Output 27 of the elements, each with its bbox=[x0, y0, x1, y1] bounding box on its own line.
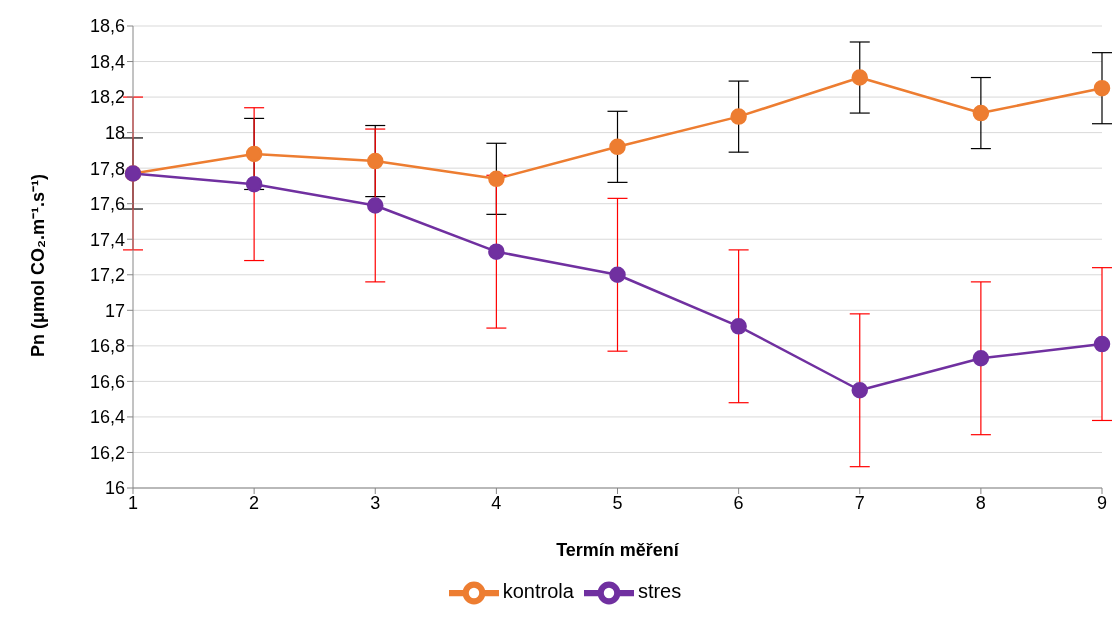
y-tick-label: 17,2 bbox=[89, 265, 125, 286]
y-tick-label: 16,6 bbox=[89, 371, 125, 392]
y-tick-label: 16 bbox=[104, 478, 125, 499]
y-tick-label: 18,4 bbox=[89, 51, 125, 72]
x-tick-label: 4 bbox=[491, 492, 502, 513]
x-axis-title: Termín měření bbox=[556, 540, 680, 560]
y-tick-label: 17,8 bbox=[89, 158, 125, 179]
x-tick-label: 7 bbox=[854, 492, 865, 513]
legend-label: kontrola bbox=[502, 580, 574, 603]
y-tick-label: 16,4 bbox=[89, 407, 125, 428]
x-tick-label: 5 bbox=[612, 492, 623, 513]
y-tick-label: 18 bbox=[104, 123, 125, 144]
y-tick-label: 17,4 bbox=[89, 229, 125, 250]
x-tick-label: 9 bbox=[1096, 492, 1108, 513]
y-axis-title: Pn (μmol CO₂.m⁻¹.s⁻¹) bbox=[28, 173, 49, 357]
y-tick-label: 17,6 bbox=[89, 194, 125, 215]
x-tick-label: 2 bbox=[249, 492, 260, 513]
y-tick-label: 16,8 bbox=[89, 336, 125, 357]
x-tick-label: 3 bbox=[370, 492, 381, 513]
x-tick-label: 6 bbox=[733, 492, 744, 513]
y-tick-label: 17 bbox=[104, 300, 125, 321]
y-tick-label: 18,6 bbox=[89, 16, 125, 37]
x-tick-label: 1 bbox=[127, 492, 139, 513]
y-tick-label: 18,2 bbox=[89, 87, 125, 108]
legend-label: stres bbox=[637, 580, 682, 603]
x-tick-label: 8 bbox=[975, 492, 986, 513]
y-tick-label: 16,2 bbox=[89, 442, 125, 463]
